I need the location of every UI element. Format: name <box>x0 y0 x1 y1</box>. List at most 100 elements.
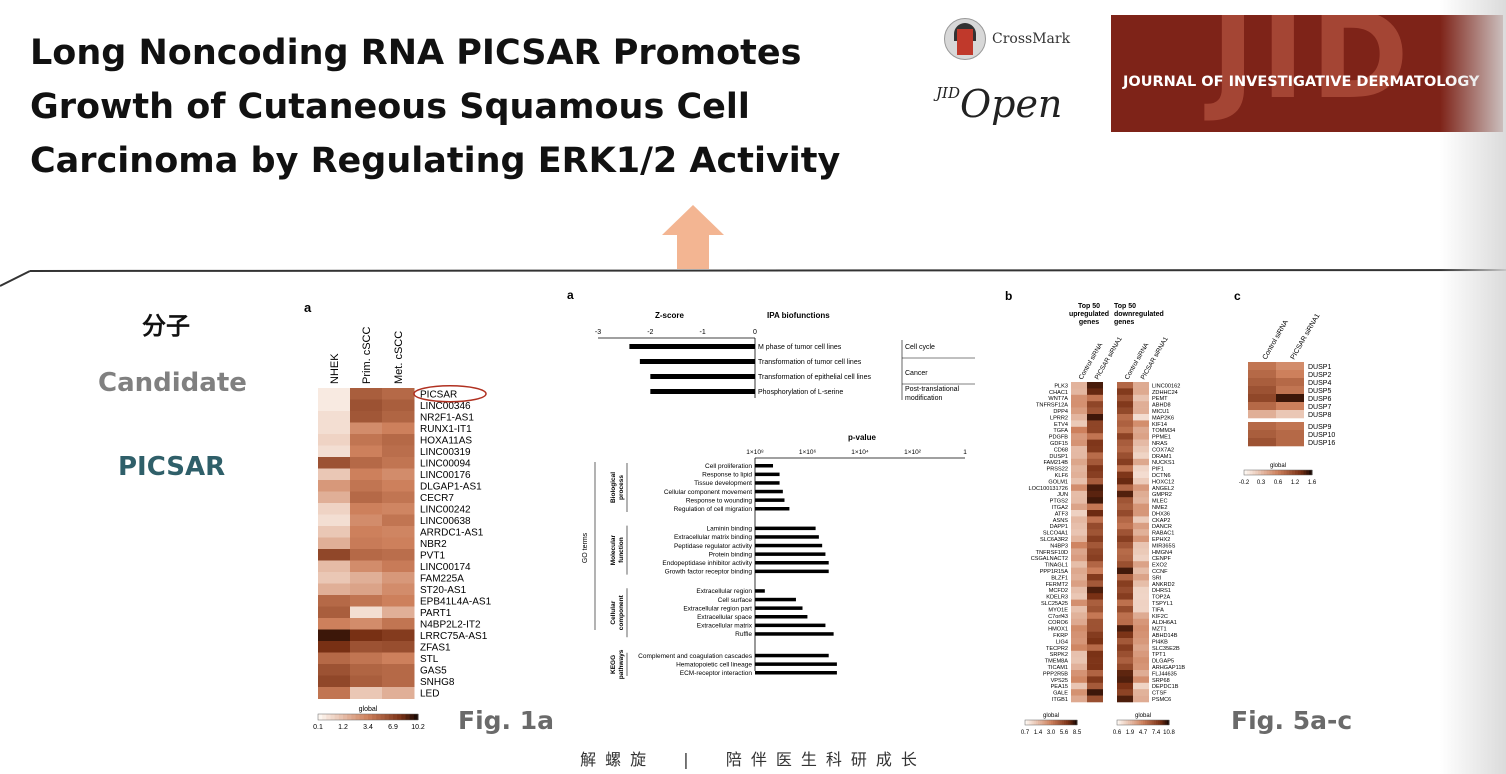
fig1a-cell <box>382 687 415 699</box>
fig5a-pvalue-tick: 1×10⁶ <box>799 449 817 456</box>
fig5c-legend-swatch <box>1303 470 1307 475</box>
fig5a-go-term: Extracellular matrix <box>697 623 753 630</box>
fig5a-go-bar <box>755 662 837 666</box>
fig5b-down-cell <box>1133 484 1149 492</box>
fig5b-down-legend-tick: 4.7 <box>1139 730 1148 736</box>
fig5b-up-gene-label: C7orf43 <box>1048 614 1068 620</box>
fig5b-down-cell <box>1117 446 1133 453</box>
fig1a-cell <box>350 457 383 469</box>
fig5b-down-cell <box>1133 465 1149 472</box>
fig5b-down-gene-label: ABHD8 <box>1152 403 1171 409</box>
fig1a-cell <box>382 514 415 527</box>
fig5b-down-gene-label: HMGN4 <box>1152 550 1172 556</box>
fig5b-down-cell <box>1117 580 1133 588</box>
fig5b-up-legend-title: global <box>1043 713 1059 719</box>
fig5b-up-gene-label: ITGA2 <box>1052 505 1068 511</box>
fig5b-down-cell <box>1117 638 1133 645</box>
title-line-2: Growth of Cutaneous Squamous Cell <box>30 87 750 127</box>
fig5b-down-cell <box>1133 516 1149 524</box>
fig1a-caption: Fig. 1a <box>458 706 555 735</box>
fig5b-down-cell <box>1117 407 1133 415</box>
fig5b-up-gene-label: FAM214B <box>1043 460 1068 466</box>
fig5a-chart: a Z-score IPA biofunctions -3 -2 -1 0 M phase o… <box>567 288 975 679</box>
fig1a-cell <box>350 583 383 596</box>
fig5a-zscore-title: Z-score <box>655 311 684 320</box>
footer-text: 解螺旋 | 陪伴医生科研成长 <box>580 750 926 769</box>
fig5b-up-gene-label: PRSS22 <box>1047 467 1068 473</box>
fig5a-go-term: Cellular component movement <box>664 489 752 496</box>
fig5a-go-term: Response to wounding <box>686 497 753 504</box>
fig1a-cell <box>318 434 351 446</box>
fig5b-up-cell <box>1071 663 1087 671</box>
fig5b-up-legend-swatch <box>1027 720 1030 725</box>
fig1a-cell <box>318 411 351 423</box>
fig5b-down-cell <box>1117 670 1133 677</box>
fig5c-column-label: PICSAR siRNA1 <box>1290 313 1322 361</box>
fig1a-cell <box>350 434 383 446</box>
fig5b-down-title: Top 50 <box>1114 303 1136 310</box>
jid-open-main: Open <box>959 82 1063 126</box>
fig1a-cell <box>382 675 415 688</box>
divider-line <box>0 269 1506 287</box>
fig5b-up-cell <box>1071 401 1087 408</box>
fig5b-up-gene-label: DPP4 <box>1053 409 1068 415</box>
fig1a-cell <box>382 618 415 630</box>
fig5b-down-cell <box>1133 439 1149 447</box>
crossmark-icon <box>944 18 986 60</box>
fig5b-up-cell <box>1071 695 1087 703</box>
journal-logo-big: JID <box>1211 15 1415 125</box>
fig5b-down-cell <box>1133 478 1149 485</box>
fig5b-down-gene-label: PEMT <box>1152 396 1168 402</box>
fig5b-up-legend-swatch <box>1057 720 1061 725</box>
fig1a-legend-swatch <box>326 714 331 720</box>
fig5c-cell <box>1248 378 1276 387</box>
fig5b-down-cell <box>1117 567 1133 575</box>
fig1a-cell <box>382 641 415 653</box>
fig5b-down-cell <box>1117 554 1133 562</box>
fig5b-up-cell <box>1071 599 1087 607</box>
fig5b-down-cell <box>1117 516 1133 524</box>
fig5b-up-gene-label: PDGFB <box>1049 435 1069 441</box>
fig1a-cell <box>382 411 415 423</box>
fig5b-down-cell <box>1117 644 1133 652</box>
fig5b-down-legend-swatch <box>1134 720 1137 725</box>
fig5b-up-legend-tick: 3.0 <box>1047 730 1056 736</box>
fig1a-gene-label: SNHG8 <box>420 677 455 688</box>
fig5b-up-cell <box>1087 554 1103 562</box>
fig5a-go-term: Ruffle <box>735 631 752 638</box>
fig5a-go-bar <box>755 552 826 556</box>
fig5b-down-legend-swatch <box>1153 720 1157 725</box>
fig5b-down-legend-swatch <box>1123 720 1127 725</box>
fig5b-down-legend-swatch <box>1117 720 1120 725</box>
fig5b-down-gene-label: ABHD14B <box>1152 633 1178 639</box>
fig1a-cell <box>318 480 351 492</box>
slide-title: Long Noncoding RNA PICSAR Promotes Growt… <box>30 26 870 188</box>
fig5b-up-legend-swatch <box>1029 720 1032 725</box>
fig5b-up-cell <box>1071 535 1087 543</box>
fig5b-up-gene-label: CSGALNACT2 <box>1031 556 1068 562</box>
crossmark-logo[interactable]: CrossMark <box>944 18 1070 60</box>
fig1a-gene-label: N4BP2L2-IT2 <box>420 620 481 631</box>
fig5b-down-legend-swatch <box>1149 720 1153 725</box>
fig5a-ipa-label: M phase of tumor cell lines <box>758 344 842 351</box>
fig5b-down-cell <box>1133 631 1149 639</box>
molecule-label: 分子 <box>142 312 190 340</box>
fig5b-up-gene-label: N4BP3 <box>1050 543 1068 549</box>
fig5c-legend-tick: 1.2 <box>1291 480 1300 486</box>
fig5b-down-cell <box>1117 529 1133 536</box>
fig1a-cell <box>382 480 415 492</box>
fig1a-cell <box>350 445 383 458</box>
fig1a-cell <box>382 503 415 515</box>
fig5b-down-gene-label: ANKRD2 <box>1152 582 1175 588</box>
fig5b-up-cell <box>1071 554 1087 562</box>
fig5b-down-legend-swatch <box>1132 720 1135 725</box>
fig5b-down-cell <box>1133 394 1149 402</box>
fig5b-down-cell <box>1117 510 1133 517</box>
fig5b-up-cell <box>1087 382 1103 389</box>
fig1a-gene-label: PART1 <box>420 608 452 619</box>
fig1a-gene-label: ZFAS1 <box>420 643 451 654</box>
fig1a-cell <box>318 687 351 699</box>
fig1a-legend-swatch <box>405 714 411 720</box>
fig5b-up-gene-label: PTGS2 <box>1050 499 1068 505</box>
